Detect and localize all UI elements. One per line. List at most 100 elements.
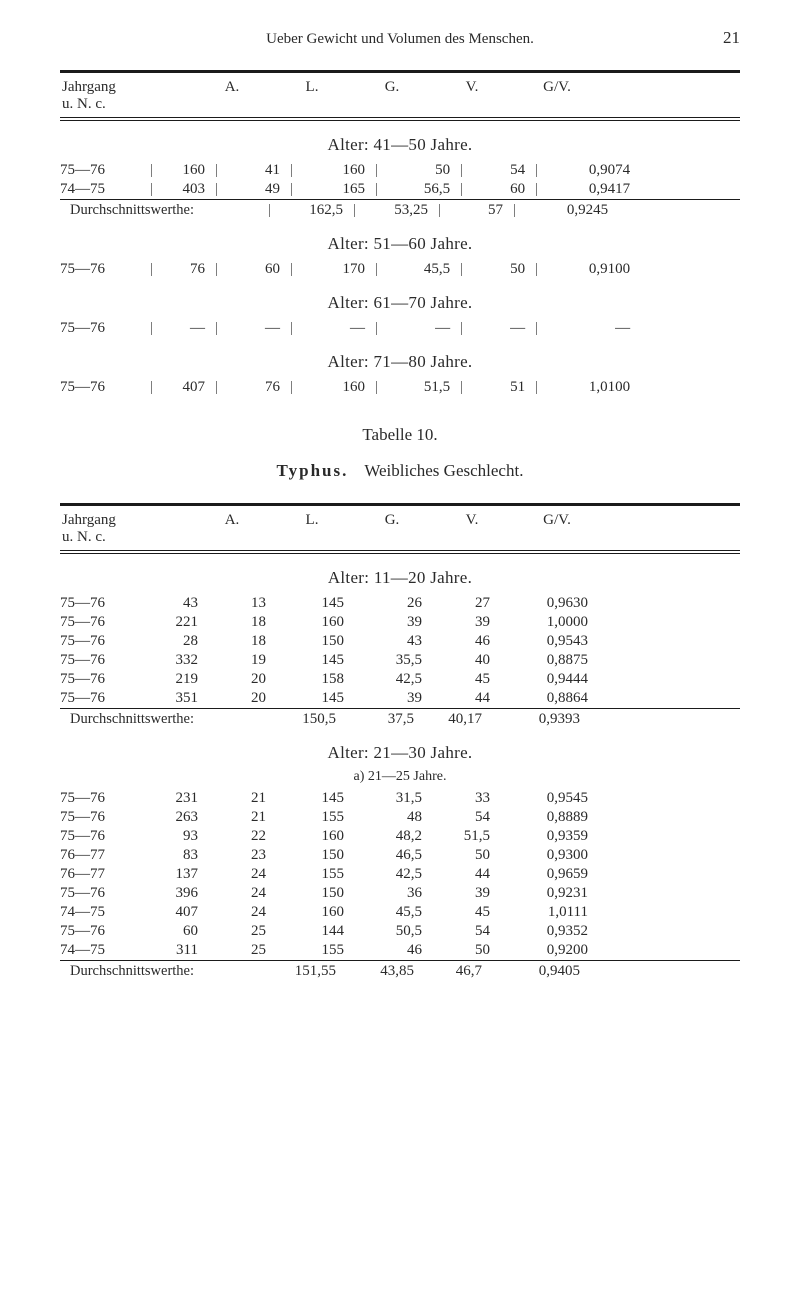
average-row: Durchschnittswerthe:|162,5|53,25|57|0,92… [60, 199, 740, 220]
cell: 43 [352, 633, 430, 650]
top-sections: Alter: 41—50 Jahre. 75—76|160|41|160|50|5… [60, 135, 740, 397]
avg-label: Durchschnittswerthe: [60, 963, 266, 980]
cell: 150 [274, 885, 352, 902]
cell: 75—76 [60, 885, 148, 902]
cell: 50 [430, 942, 498, 959]
cell: 74—75 [60, 942, 148, 959]
cell: 155 [274, 809, 352, 826]
cell: 75—76 [60, 633, 148, 650]
age-range-title: Alter: 11—20 Jahre. [60, 568, 740, 588]
cell: 155 [274, 942, 352, 959]
running-title: Ueber Gewicht und Volumen des Menschen. [100, 31, 700, 48]
table-row: 75—76431314526270,9630 [60, 594, 740, 613]
running-head: Ueber Gewicht und Volumen des Menschen. … [60, 28, 740, 48]
age-range-title: Alter: 51—60 Jahre. [60, 234, 740, 254]
table-row: 75—76|160|41|160|50|54|0,9074 [60, 161, 740, 180]
cell: 0,8875 [498, 652, 588, 669]
page-number: 21 [700, 28, 740, 48]
cell: 1,0100 [540, 379, 630, 396]
cell: 145 [274, 690, 352, 707]
table-block: 75—762312114531,5330,954575—762632115548… [60, 789, 740, 981]
cell: 221 [148, 614, 206, 631]
cell: 37,5 [344, 711, 422, 728]
rule-heavy [60, 503, 740, 506]
cell: 144 [274, 923, 352, 940]
column-headers-top: Jahrgang u. N. c. A. L. G. V. G/V. [60, 75, 740, 117]
table-block: 75—76431314526270,963075—762211816039391… [60, 594, 740, 729]
cell: 43,85 [344, 963, 422, 980]
cell: 0,9352 [498, 923, 588, 940]
cell: 83 [148, 847, 206, 864]
cell: 145 [274, 652, 352, 669]
cell: 75—76 [60, 671, 148, 688]
cell: 75—76 [60, 923, 148, 940]
col-v: V. [432, 512, 512, 546]
cell: 145 [274, 790, 352, 807]
cell: 22 [206, 828, 274, 845]
cell: 0,9659 [498, 866, 588, 883]
cell: 0,9417 [540, 181, 630, 198]
cell: 60 [220, 261, 288, 278]
cell: 39 [430, 885, 498, 902]
cell: 150 [274, 633, 352, 650]
cell: 54 [430, 923, 498, 940]
cell: 0,9245 [518, 202, 608, 219]
cell: 33 [430, 790, 498, 807]
cell: 51,5 [430, 828, 498, 845]
cell: 40 [430, 652, 498, 669]
cell: 25 [206, 942, 274, 959]
rule-thin [60, 553, 740, 554]
cell: 46 [430, 633, 498, 650]
cell: 150,5 [266, 711, 344, 728]
cell: 60 [148, 923, 206, 940]
cell: 53,25 [358, 202, 436, 219]
cell: 407 [155, 379, 213, 396]
cell: 50 [380, 162, 458, 179]
cell: 40,17 [422, 711, 490, 728]
cell: 44 [430, 866, 498, 883]
avg-label: Durchschnittswerthe: [60, 202, 266, 219]
table-row: 74—75|403|49|165|56,5|60|0,9417 [60, 180, 740, 199]
cell: 28 [148, 633, 206, 650]
cell: 93 [148, 828, 206, 845]
table-block: 75—76|—|—|—|—|—|— [60, 319, 740, 338]
cell: 49 [220, 181, 288, 198]
cell: 45 [430, 671, 498, 688]
cell: 160 [274, 828, 352, 845]
cell: 75—76 [60, 162, 148, 179]
rule-thin [60, 550, 740, 551]
col-a: A. [192, 79, 272, 113]
cell: 0,9405 [490, 963, 580, 980]
cell: 18 [206, 633, 274, 650]
average-row: Durchschnittswerthe:151,5543,8546,70,940… [60, 960, 740, 981]
age-range-title: Alter: 41—50 Jahre. [60, 135, 740, 155]
cell: 145 [274, 595, 352, 612]
cell: 18 [206, 614, 274, 631]
cell: 24 [206, 904, 274, 921]
cell: 75—76 [60, 595, 148, 612]
cell: 396 [148, 885, 206, 902]
cell: 0,9543 [498, 633, 588, 650]
cell: 0,9231 [498, 885, 588, 902]
col-jahrgang: Jahrgang u. N. c. [60, 512, 192, 546]
cell: 0,8864 [498, 690, 588, 707]
cell: 74—75 [60, 904, 148, 921]
table-row: 75—76602514450,5540,9352 [60, 922, 740, 941]
cell: 0,9630 [498, 595, 588, 612]
cell: 57 [443, 202, 511, 219]
cell: 155 [274, 866, 352, 883]
table-row: 75—76|76|60|170|45,5|50|0,9100 [60, 260, 740, 279]
cell: 41 [220, 162, 288, 179]
cell: 50 [465, 261, 533, 278]
table-block: 75—76|160|41|160|50|54|0,907474—75|403|4… [60, 161, 740, 220]
table-row: 75—76932216048,251,50,9359 [60, 827, 740, 846]
cell: 219 [148, 671, 206, 688]
cell: 263 [148, 809, 206, 826]
table-block: 75—76|407|76|160|51,5|51|1,0100 [60, 378, 740, 397]
col-l: L. [272, 512, 352, 546]
cell: 44 [430, 690, 498, 707]
cell: 46 [352, 942, 430, 959]
cell: 0,8889 [498, 809, 588, 826]
table-row: 75—76|407|76|160|51,5|51|1,0100 [60, 378, 740, 397]
cell: 19 [206, 652, 274, 669]
